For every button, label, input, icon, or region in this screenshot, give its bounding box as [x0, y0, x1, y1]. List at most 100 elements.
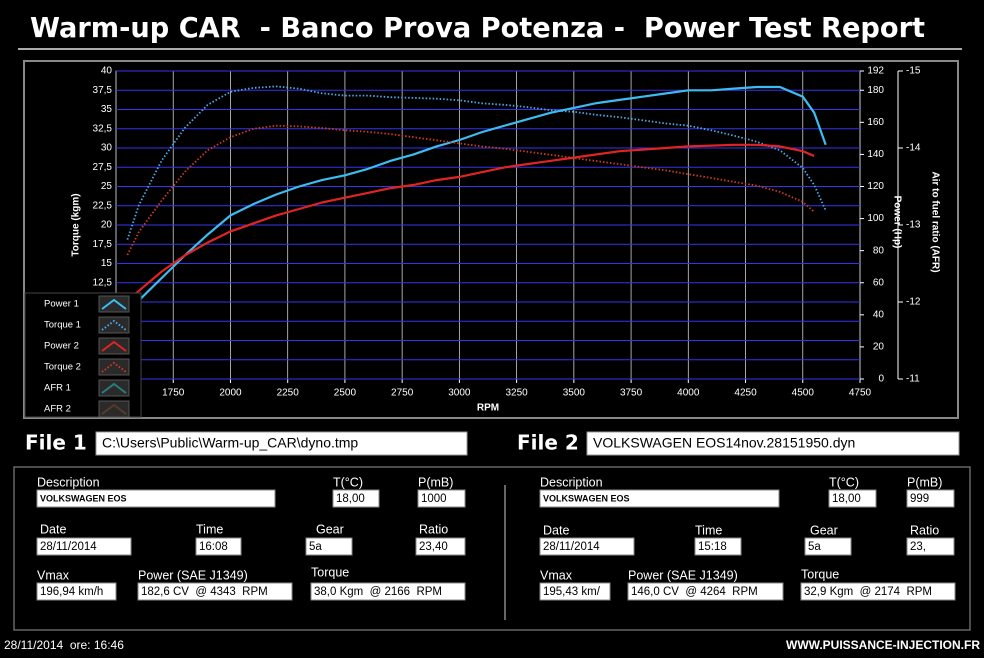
- y-tick-label: 12,5: [93, 277, 113, 288]
- x-tick-label: 1750: [162, 388, 185, 399]
- field-label: Ratio: [910, 523, 939, 537]
- field-label: Time: [695, 523, 722, 537]
- legend-swatch-box: [98, 358, 130, 376]
- y-axis-title: Torque (kgm): [71, 193, 82, 256]
- series-line: [126, 85, 827, 240]
- x-tick-label: 4000: [677, 388, 700, 399]
- field-box: [906, 537, 955, 556]
- field-box: [539, 582, 611, 601]
- series-line: [126, 143, 815, 302]
- y2-tick-label: 60: [873, 277, 885, 288]
- x-tick-label: 2250: [277, 388, 300, 399]
- field-value: 23,40: [419, 541, 448, 553]
- field-label: Description: [37, 475, 100, 489]
- field-value: 15:18: [698, 541, 727, 553]
- x-tick-label: 2500: [334, 388, 357, 399]
- field-value: 146,0 CV @ 4264 RPM: [631, 586, 758, 598]
- x-tick-label: 3750: [620, 388, 643, 399]
- field-label: Torque: [311, 565, 349, 579]
- legend-swatch: [101, 361, 127, 373]
- field-box: [627, 582, 784, 601]
- field-value: 16:08: [199, 541, 228, 553]
- x-tick-label: 2000: [219, 388, 242, 399]
- y-tick-label: 25: [101, 181, 113, 192]
- legend-swatch: [101, 382, 127, 394]
- x-tick-label: 4500: [792, 388, 815, 399]
- field-value: 5a: [808, 541, 821, 553]
- legend-label: Torque 2: [44, 362, 81, 373]
- field-value: 18,00: [336, 493, 365, 505]
- field-box: [539, 537, 635, 556]
- y-tick-label: 15: [101, 258, 113, 269]
- y-tick-label: 32,5: [93, 123, 113, 134]
- series-line: [126, 85, 827, 313]
- legend-swatch-box: [98, 316, 130, 334]
- field-label: T(°C): [333, 475, 363, 489]
- y2-tick-label: 192: [867, 66, 884, 77]
- x-tick-label: 3250: [505, 388, 528, 399]
- field-box: [417, 489, 466, 508]
- field-box: [804, 537, 852, 556]
- field-value: 195,43 km/: [543, 586, 601, 598]
- field-box: [36, 489, 276, 508]
- file-path: VOLKSWAGEN EOS14nov.28151950.dyn: [593, 435, 855, 451]
- y3-tick-label: -15: [906, 66, 921, 77]
- field-box: [36, 537, 132, 556]
- field-label: Gear: [316, 522, 344, 536]
- field-value: 28/11/2014: [40, 541, 97, 553]
- field-value: 196,94 km/h: [40, 586, 103, 598]
- legend-label: Torque 1: [44, 320, 81, 331]
- field-value: 38,0 Kgm @ 2166 RPM: [314, 586, 442, 598]
- x-tick-label: 3500: [563, 388, 586, 399]
- legend-label: Power 1: [44, 299, 79, 310]
- y-tick-label: 17,5: [93, 239, 113, 250]
- x-tick-label: 4250: [734, 388, 757, 399]
- y-tick-label: 35: [101, 104, 113, 115]
- field-label: T(°C): [829, 475, 859, 489]
- y3-tick-label: -11: [906, 374, 920, 385]
- y2-tick-label: 0: [878, 374, 884, 385]
- y2-tick-label: 160: [867, 117, 884, 128]
- file-path: C:\Users\Public\Warm-up_CAR\dyno.tmp: [102, 435, 358, 451]
- field-box: [694, 537, 742, 556]
- field-box: [415, 537, 466, 556]
- y3-axis-title: Air to fuel ratio (AFR): [929, 171, 940, 272]
- legend-swatch-box: [98, 400, 130, 418]
- y2-tick-label: 80: [873, 245, 885, 256]
- legend-swatch-box: [98, 379, 130, 397]
- field-box: [800, 582, 956, 601]
- field-label: Gear: [810, 523, 838, 537]
- y-tick-label: 22,5: [93, 200, 113, 211]
- y2-tick-label: 140: [867, 149, 884, 160]
- field-box: [539, 489, 780, 508]
- footer-datetime: 28/11/2014 ore: 16:46: [4, 638, 124, 652]
- legend-swatch-box: [98, 295, 130, 313]
- field-box: [36, 582, 117, 601]
- y2-tick-label: 100: [867, 213, 884, 224]
- field-value: 32,9 Kgm @ 2174 RPM: [804, 586, 932, 598]
- field-label: Date: [40, 522, 66, 536]
- y-tick-label: 37,5: [93, 85, 113, 96]
- x-tick-label: 2750: [391, 388, 414, 399]
- field-box: [906, 489, 955, 508]
- y-tick-label: 20: [101, 220, 113, 231]
- y3-tick-label: -14: [906, 143, 921, 154]
- field-label: P(mB): [907, 475, 942, 489]
- y-tick-label: 27,5: [93, 162, 113, 173]
- field-label: Time: [196, 522, 223, 536]
- field-label: Ratio: [419, 522, 448, 536]
- x-tick-label: 3000: [448, 388, 471, 399]
- field-box: [305, 537, 353, 556]
- legend-label: Power 2: [44, 341, 79, 352]
- field-label: Vmax: [37, 568, 70, 582]
- file-path-box: [95, 431, 468, 456]
- field-label: P(mB): [418, 475, 453, 489]
- field-box: [332, 489, 380, 508]
- field-label: Vmax: [540, 568, 573, 582]
- legend-label: AFR 1: [44, 383, 71, 394]
- field-box: [137, 582, 293, 601]
- y3-tick-label: -13: [906, 220, 921, 231]
- y2-axis-title: Power (Hp): [891, 196, 902, 249]
